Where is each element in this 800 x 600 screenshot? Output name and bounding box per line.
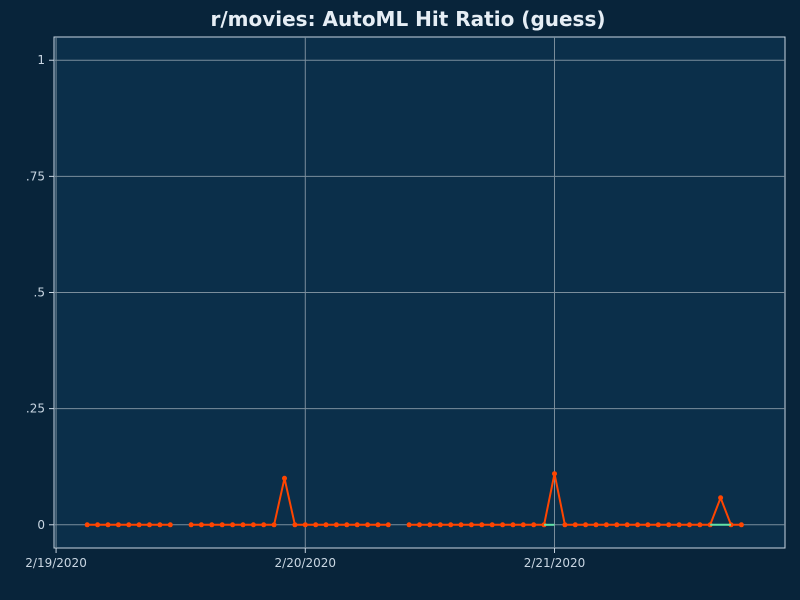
data-point <box>697 522 703 528</box>
data-point <box>520 522 526 528</box>
series-layer <box>84 471 744 528</box>
data-point <box>147 522 152 528</box>
data-point <box>676 522 682 528</box>
data-point <box>645 522 651 528</box>
data-point <box>437 522 443 528</box>
y-tick-label: .75 <box>26 169 45 183</box>
data-point <box>354 522 360 528</box>
data-point <box>313 522 319 528</box>
data-point <box>572 522 578 528</box>
data-point <box>593 522 599 528</box>
data-point <box>302 522 308 528</box>
data-point <box>240 522 246 528</box>
data-point <box>167 522 173 528</box>
chart-title: r/movies: AutoML Hit Ratio (guess) <box>210 7 605 31</box>
data-point <box>510 522 516 528</box>
data-point <box>323 522 329 528</box>
data-point <box>666 522 672 528</box>
data-point <box>458 522 464 528</box>
data-point <box>209 522 215 528</box>
data-point <box>583 522 589 528</box>
data-point <box>687 522 692 528</box>
data-point <box>385 522 391 528</box>
data-point <box>406 522 412 528</box>
y-tick-label: 0 <box>37 518 45 532</box>
data-point <box>282 475 287 481</box>
data-point <box>105 522 111 528</box>
data-point <box>198 522 204 528</box>
data-point <box>552 471 557 477</box>
data-point <box>344 522 350 528</box>
grid-lines <box>54 37 785 548</box>
data-point <box>365 522 371 528</box>
x-tick-label: 2/20/2020 <box>275 556 337 570</box>
y-tick-label: 1 <box>37 53 45 67</box>
data-point <box>292 522 298 528</box>
data-point <box>115 522 121 528</box>
data-point <box>614 522 620 528</box>
data-point <box>333 522 339 528</box>
x-tick-label: 2/21/2020 <box>524 556 586 570</box>
data-point <box>136 522 142 528</box>
data-point <box>219 522 225 528</box>
data-point <box>562 522 568 528</box>
data-point <box>375 522 381 528</box>
data-point <box>250 522 256 528</box>
data-point <box>95 522 101 528</box>
data-point <box>261 522 267 528</box>
data-point <box>635 522 641 528</box>
x-tick-label: 2/19/2020 <box>25 556 87 570</box>
data-point <box>126 522 132 528</box>
data-point <box>655 522 661 528</box>
data-point <box>500 522 506 528</box>
y-tick-label: .5 <box>34 286 45 300</box>
data-point <box>479 522 485 528</box>
data-point <box>624 522 630 528</box>
data-point <box>448 522 454 528</box>
data-point <box>427 522 433 528</box>
data-point <box>738 522 744 528</box>
data-point <box>271 522 277 528</box>
axes: 0 .25 .5 .75 1 2/19/2020 2/20/2020 2/21/2020 <box>25 53 585 570</box>
data-point <box>188 522 194 528</box>
data-point <box>489 522 495 528</box>
data-point <box>84 522 90 528</box>
data-point <box>157 522 163 528</box>
data-point <box>531 522 537 528</box>
data-point <box>230 522 236 528</box>
data-point <box>718 495 724 501</box>
data-point <box>603 522 609 528</box>
data-point <box>417 522 422 528</box>
y-tick-label: .25 <box>26 402 45 416</box>
data-point <box>468 522 474 528</box>
